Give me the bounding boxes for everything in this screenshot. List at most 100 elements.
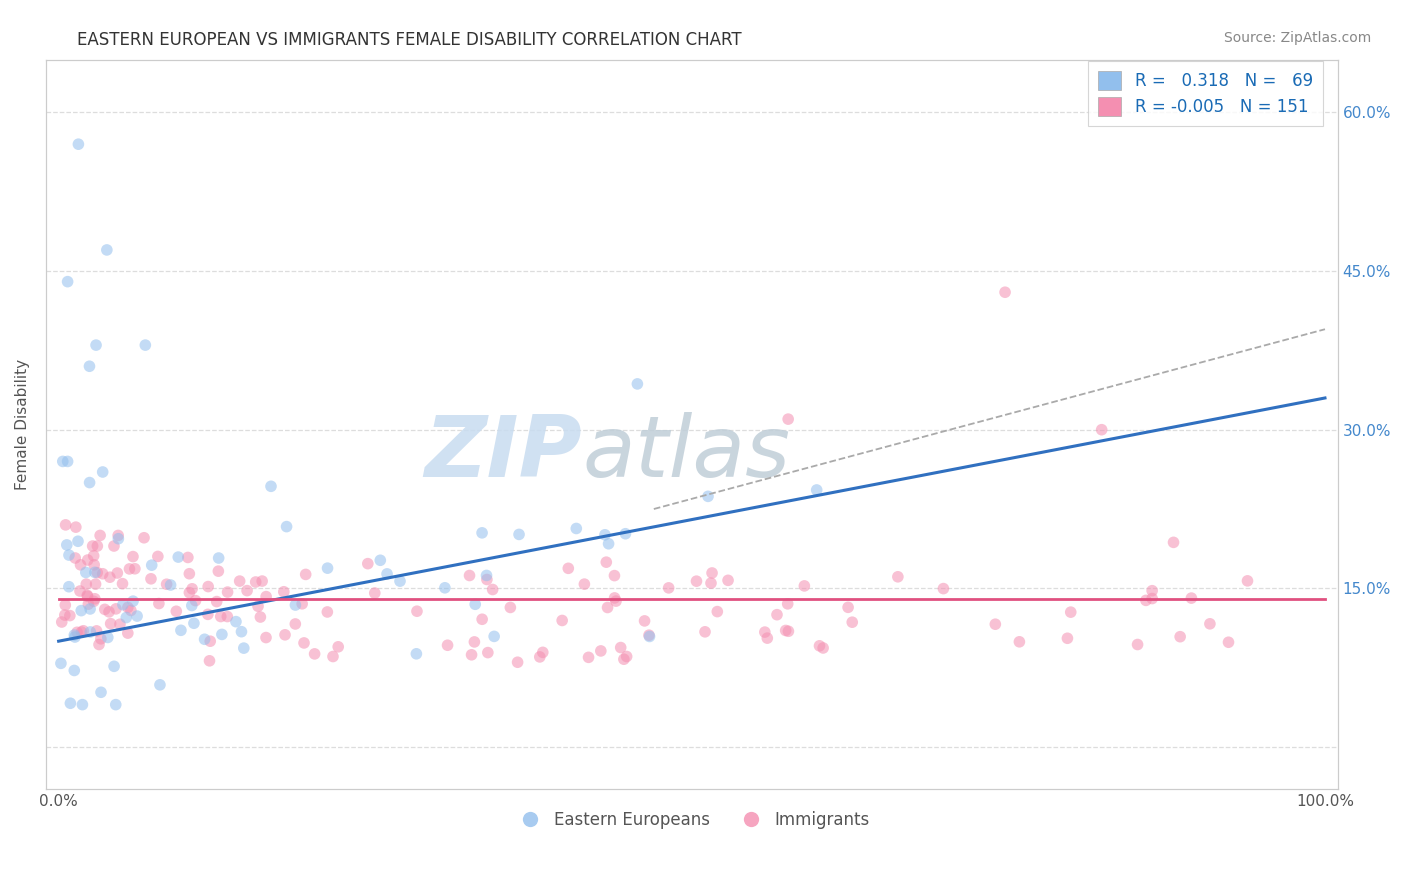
- Point: [754, 625, 776, 640]
- Y-axis label: Female Disability: Female Disability: [15, 359, 30, 490]
- Point: [72, 624, 94, 638]
- Point: [994, 285, 1017, 300]
- Point: [49, 657, 72, 671]
- Point: [76, 589, 98, 603]
- Point: [475, 568, 498, 582]
- Point: [66, 625, 89, 640]
- Point: [104, 698, 127, 712]
- Point: [194, 632, 217, 647]
- Point: [58, 580, 80, 594]
- Point: [284, 617, 307, 632]
- Point: [1091, 423, 1114, 437]
- Point: [574, 577, 596, 591]
- Point: [83, 591, 105, 606]
- Point: [245, 574, 267, 589]
- Point: [389, 574, 412, 588]
- Point: [79, 602, 101, 616]
- Point: [67, 137, 90, 152]
- Point: [471, 612, 494, 626]
- Point: [72, 698, 94, 712]
- Point: [596, 600, 619, 615]
- Point: [1008, 635, 1031, 649]
- Point: [91, 465, 114, 479]
- Point: [589, 644, 612, 658]
- Point: [322, 649, 344, 664]
- Point: [111, 576, 134, 591]
- Point: [105, 566, 128, 580]
- Point: [614, 526, 637, 541]
- Point: [1218, 635, 1240, 649]
- Point: [250, 574, 273, 588]
- Point: [436, 638, 458, 652]
- Point: [775, 624, 797, 638]
- Point: [146, 549, 169, 564]
- Point: [460, 648, 482, 662]
- Text: EASTERN EUROPEAN VS IMMIGRANTS FEMALE DISABILITY CORRELATION CHART: EASTERN EUROPEAN VS IMMIGRANTS FEMALE DI…: [77, 31, 742, 49]
- Point: [122, 594, 145, 608]
- Point: [79, 624, 101, 639]
- Point: [316, 605, 339, 619]
- Point: [115, 610, 138, 624]
- Point: [77, 597, 100, 611]
- Point: [170, 624, 193, 638]
- Point: [231, 624, 253, 639]
- Point: [84, 577, 107, 591]
- Point: [658, 581, 681, 595]
- Point: [598, 537, 620, 551]
- Point: [260, 479, 283, 493]
- Point: [1060, 605, 1083, 619]
- Point: [531, 645, 554, 659]
- Point: [1140, 583, 1163, 598]
- Point: [127, 609, 149, 624]
- Point: [984, 617, 1007, 632]
- Point: [368, 553, 391, 567]
- Point: [274, 628, 297, 642]
- Point: [1140, 591, 1163, 606]
- Point: [463, 635, 485, 649]
- Point: [806, 483, 828, 497]
- Point: [63, 551, 86, 566]
- Point: [63, 664, 86, 678]
- Point: [132, 531, 155, 545]
- Point: [294, 567, 316, 582]
- Point: [179, 566, 201, 581]
- Point: [693, 624, 716, 639]
- Point: [76, 553, 98, 567]
- Point: [499, 600, 522, 615]
- Point: [197, 607, 219, 622]
- Point: [91, 566, 114, 581]
- Point: [506, 655, 529, 669]
- Point: [1126, 638, 1149, 652]
- Point: [97, 631, 120, 645]
- Point: [706, 605, 728, 619]
- Point: [247, 599, 270, 614]
- Point: [756, 631, 779, 645]
- Point: [638, 630, 661, 644]
- Point: [96, 243, 118, 257]
- Point: [165, 604, 187, 618]
- Point: [475, 573, 498, 587]
- Point: [225, 615, 247, 629]
- Point: [616, 649, 638, 664]
- Point: [198, 654, 221, 668]
- Point: [284, 598, 307, 612]
- Point: [292, 636, 315, 650]
- Point: [63, 628, 86, 642]
- Point: [79, 359, 101, 374]
- Point: [316, 561, 339, 575]
- Point: [236, 583, 259, 598]
- Point: [179, 585, 201, 599]
- Point: [184, 593, 207, 607]
- Point: [107, 528, 129, 542]
- Legend: Eastern Europeans, Immigrants: Eastern Europeans, Immigrants: [508, 805, 876, 836]
- Point: [75, 577, 97, 591]
- Point: [1168, 630, 1191, 644]
- Point: [98, 605, 121, 619]
- Point: [551, 614, 574, 628]
- Point: [200, 634, 222, 648]
- Point: [53, 598, 76, 612]
- Point: [697, 489, 720, 503]
- Point: [181, 582, 204, 596]
- Point: [108, 617, 131, 632]
- Text: ZIP: ZIP: [425, 412, 582, 495]
